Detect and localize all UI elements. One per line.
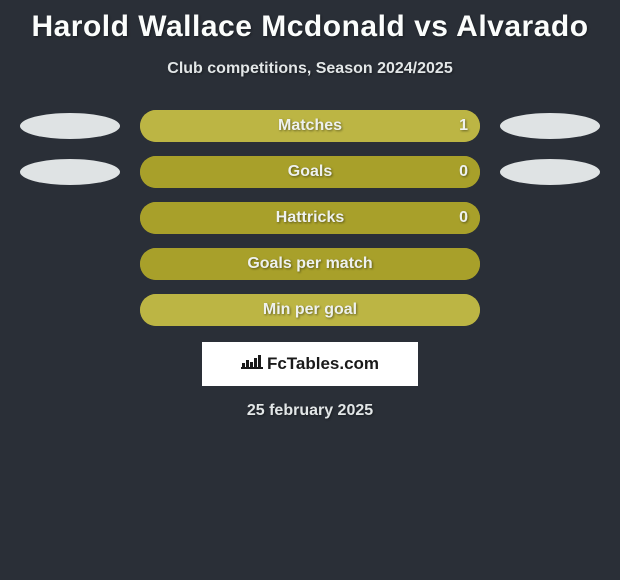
- stat-row: Hattricks 0: [0, 202, 620, 234]
- site-logo: FcTables.com: [202, 342, 418, 386]
- subtitle: Club competitions, Season 2024/2025: [0, 60, 620, 78]
- stat-bar: Hattricks 0: [140, 202, 480, 234]
- left-marker: [20, 159, 120, 185]
- stat-bar: Goals per match: [140, 248, 480, 280]
- stat-value: 1: [459, 117, 468, 135]
- right-marker: [500, 113, 600, 139]
- stat-value: 0: [459, 209, 468, 227]
- stat-value: 0: [459, 163, 468, 181]
- stat-row: Matches 1: [0, 110, 620, 142]
- left-marker: [20, 113, 120, 139]
- stat-bar: Min per goal: [140, 294, 480, 326]
- stat-label: Goals: [288, 163, 332, 181]
- page-title: Harold Wallace Mcdonald vs Alvarado: [0, 0, 620, 44]
- stat-bar: Matches 1: [140, 110, 480, 142]
- logo-text: FcTables.com: [267, 354, 379, 374]
- stat-label: Matches: [278, 117, 342, 135]
- stat-bar: Goals 0: [140, 156, 480, 188]
- stat-label: Hattricks: [276, 209, 344, 227]
- logo-chart-icon: [241, 353, 263, 376]
- comparison-rows: Matches 1 Goals 0 Hattricks 0 Goals per match M…: [0, 110, 620, 326]
- stat-row: Min per goal: [0, 294, 620, 326]
- stat-row: Goals per match: [0, 248, 620, 280]
- date-label: 25 february 2025: [0, 402, 620, 420]
- stat-label: Min per goal: [263, 301, 357, 319]
- stat-label: Goals per match: [247, 255, 372, 273]
- right-marker: [500, 159, 600, 185]
- stat-row: Goals 0: [0, 156, 620, 188]
